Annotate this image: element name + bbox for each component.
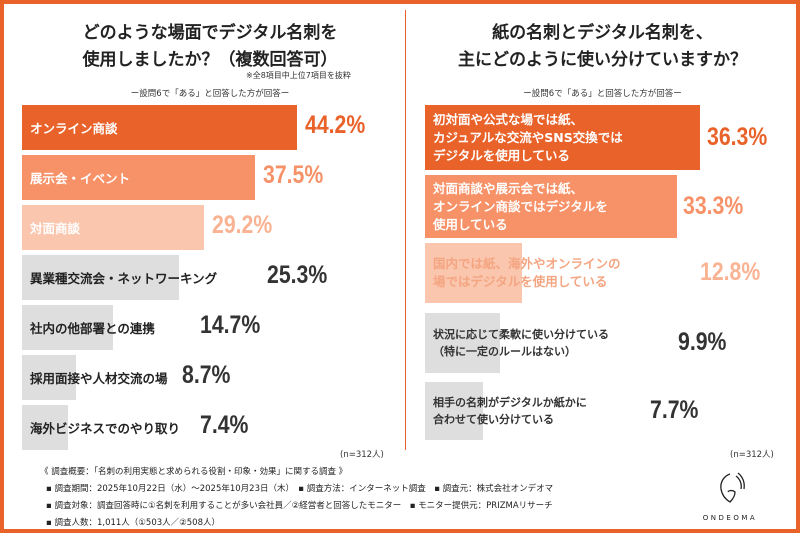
right-n: (n=312人) <box>730 450 774 460</box>
footer-line: ▪ 調査対象：調査回答時に①名刺を利用することが多い会社員／②経営者と回答したモ… <box>46 501 553 511</box>
value-label: 36.3% <box>707 122 768 151</box>
bar <box>22 405 69 450</box>
footer-line: ▪ 調査期間：2025年10月22日（水）〜2025年10月23日（木） ▪ 調… <box>46 484 554 494</box>
category-label: 海外ビジネスでのやり取り <box>30 421 181 436</box>
logo-text: ONDEOMA <box>702 514 758 522</box>
category-label-line: 対面商談や展示会では紙、 <box>433 180 584 196</box>
bar <box>22 205 204 250</box>
category-label: 対面商談や展示会では紙、オンライン商談ではデジタルを 使用している <box>433 175 608 238</box>
category-label-line: 使用している <box>433 216 508 232</box>
ondeoma-logo: ONDEOMA <box>690 470 770 522</box>
divider <box>405 10 406 450</box>
category-label: 異業種交流会・ネットワーキング <box>30 271 218 286</box>
bar <box>22 305 114 350</box>
category-label: 採用面接や人材交流の場 <box>30 371 168 386</box>
category-label: 展示会・イベント <box>30 171 131 186</box>
value-label: 37.5% <box>263 161 324 189</box>
category-label-line: カジュアルな交流やSNS交換では <box>433 129 623 145</box>
right-subtitle: ー設問6で「ある」と回答した方が回答ー <box>523 89 682 99</box>
category-label-line: 初対面や公式な場では紙、 <box>433 111 584 127</box>
category-label: オンライン商談 <box>30 121 118 136</box>
value-label: 7.4% <box>200 411 249 439</box>
left-note: ※全8項目中上位7項目を抜粋 <box>246 71 351 80</box>
value-label: 7.7% <box>650 396 699 424</box>
category-label-line: 場ではデジタルを使用している <box>433 274 608 289</box>
value-label: 33.3% <box>683 191 744 220</box>
bar <box>425 243 522 303</box>
category-label-line: 状況に応じて柔軟に使い分けている <box>433 328 609 341</box>
bar <box>425 382 484 440</box>
category-label: 国内では紙、海外やオンラインの 場ではデジタルを使用している <box>433 243 621 303</box>
bar <box>22 255 180 300</box>
category-label: 相手の名刺がデジタルか紙かに 合わせて使い分けている <box>433 382 587 440</box>
category-label: 初対面や公式な場では紙、カジュアルな交流やSNS交換では デジタルを使用している <box>433 105 623 170</box>
category-label-line: 合わせて使い分けている <box>433 413 554 426</box>
bar <box>425 105 700 170</box>
bar <box>22 355 77 400</box>
right-title: 紙の名刺とデジタル名刺を、 主にどのように使い分けていますか？ <box>458 23 747 70</box>
value-label: 8.7% <box>182 361 231 389</box>
left-title: どのような場面でデジタル名刺を 使用しましたか？（複数回答可） <box>82 23 338 70</box>
value-label: 9.9% <box>678 328 727 356</box>
bar <box>425 313 500 373</box>
category-label-line: 国内では紙、海外やオンラインの <box>433 256 621 271</box>
value-label: 12.8% <box>700 258 761 286</box>
value-label: 14.7% <box>200 311 261 339</box>
value-label: 44.2% <box>305 111 366 139</box>
lion-icon <box>720 472 745 503</box>
bar <box>22 155 256 200</box>
value-label: 25.3% <box>267 261 328 289</box>
category-label: 状況に応じて柔軟に使い分けている （特に一定のルールはない） <box>433 313 609 373</box>
category-label: 社内の他部署との連携 <box>30 321 155 336</box>
left-n: (n=312人) <box>340 450 384 460</box>
category-label-line: （特に一定のルールはない） <box>433 345 576 358</box>
footer-line: ▪ 調査人数：1,011人（①503人／②508人） <box>46 518 220 528</box>
bar <box>22 105 297 150</box>
bar <box>425 175 678 238</box>
category-label-line: 相手の名刺がデジタルか紙かに <box>433 396 587 409</box>
category-label-line: オンライン商談ではデジタルを <box>433 198 608 214</box>
left-subtitle: ー設問6で「ある」と回答した方が回答ー <box>130 89 290 99</box>
value-label: 29.2% <box>211 211 272 239</box>
category-label-line: デジタルを使用している <box>433 147 570 163</box>
footer-line: 《 調査概要：「名刺の利用実態と求められる役割・印象・効果」に関する調査 》 <box>40 467 348 477</box>
category-label: 対面商談 <box>30 221 81 236</box>
